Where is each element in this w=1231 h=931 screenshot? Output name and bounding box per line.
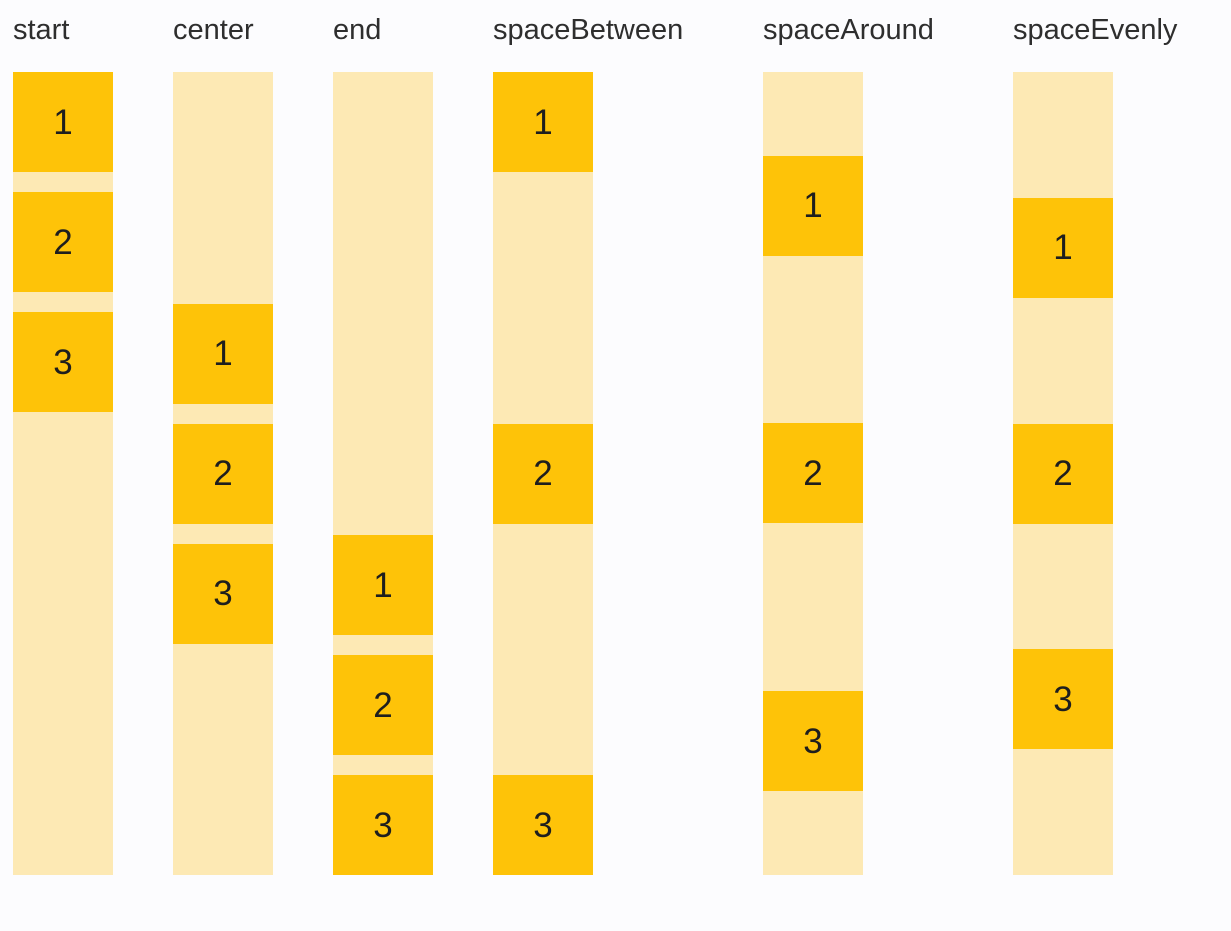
flex-item-box-end-2: 2	[333, 655, 433, 755]
column-track-spaceEvenly: 1 2 3	[1013, 72, 1113, 875]
flex-item-box-spaceEvenly-2: 2	[1013, 423, 1113, 524]
column-track-spaceAround: 1 2 3	[763, 72, 863, 875]
column-track-spaceBetween: 1 2 3	[493, 72, 593, 875]
flex-item-box-start-3: 3	[13, 312, 113, 412]
flex-item-box-spaceEvenly-3: 3	[1013, 649, 1113, 750]
column-track-end: 1 2 3	[333, 72, 433, 875]
flex-item-box-spaceBetween-3: 3	[493, 775, 593, 875]
column-track-start: 1 2 3	[13, 72, 113, 875]
flex-item-box-center-3: 3	[173, 543, 273, 644]
column-track-center: 1 2 3	[173, 72, 273, 875]
flex-item-box-end-1: 1	[333, 535, 433, 635]
flex-item-box-start-1: 1	[13, 72, 113, 172]
column-label-end: end	[333, 14, 382, 46]
flex-item-box-start-2: 2	[13, 192, 113, 292]
column-label-spaceEvenly: spaceEvenly	[1013, 14, 1178, 46]
flex-item-box-spaceBetween-2: 2	[493, 423, 593, 524]
column-label-start: start	[13, 14, 70, 46]
column-label-center: center	[173, 14, 254, 46]
column-label-spaceAround: spaceAround	[763, 14, 934, 46]
column-label-spaceBetween: spaceBetween	[493, 14, 684, 46]
flex-item-box-spaceBetween-1: 1	[493, 72, 593, 172]
flex-item-box-spaceAround-1: 1	[763, 155, 863, 256]
flex-item-box-end-3: 3	[333, 775, 433, 875]
flex-item-box-spaceAround-2: 2	[763, 423, 863, 524]
flex-item-box-spaceEvenly-1: 1	[1013, 197, 1113, 298]
flex-item-box-center-2: 2	[173, 423, 273, 524]
flex-item-box-center-1: 1	[173, 303, 273, 404]
flex-item-box-spaceAround-3: 3	[763, 691, 863, 792]
